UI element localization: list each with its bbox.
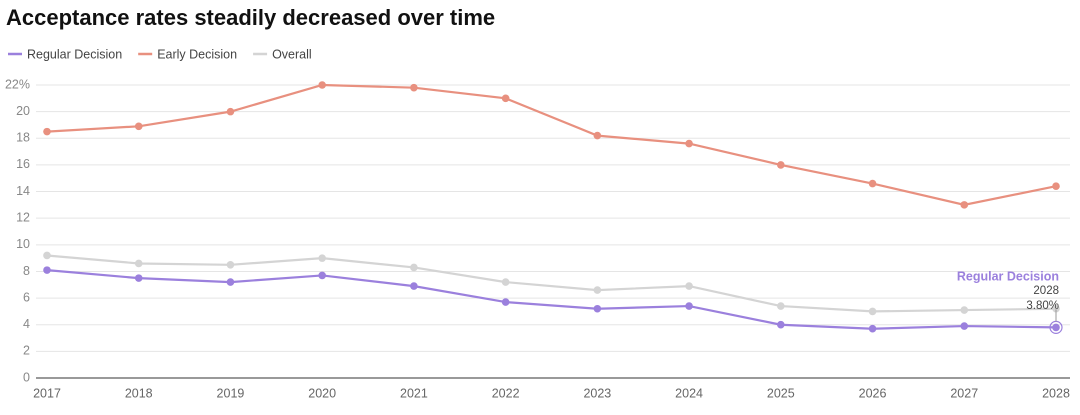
y-tick-label: 6 [23,290,30,304]
data-point [777,161,785,169]
x-tick-label: 2018 [125,386,153,400]
data-point [868,324,877,333]
series-line [46,269,1057,330]
data-point [685,139,693,148]
data-point [43,251,51,260]
y-tick-label: 2 [23,344,30,358]
x-tick-label: 2022 [492,386,520,400]
data-point [226,260,235,269]
data-point [1052,304,1060,313]
data-point [410,83,418,92]
y-tick-label: 14 [16,184,30,198]
data-point [777,320,785,329]
x-tick-label: 2017 [33,386,61,400]
data-point [960,201,969,209]
annotation-title: Regular Decision [957,269,1059,283]
y-tick-label: 4 [23,317,30,331]
x-tick-label: 2026 [859,386,887,400]
data-point [318,81,326,89]
data-point [685,302,693,310]
data-point [318,271,326,280]
data-point [777,302,785,310]
data-point [501,298,510,306]
chart-title: Acceptance rates steadily decreased over… [6,5,495,30]
data-point [960,322,969,330]
series-line [46,254,1057,313]
x-tick-label: 2019 [217,386,245,400]
x-tick-label: 2023 [583,386,611,400]
x-tick-label: 2024 [675,386,703,400]
legend-label: Overall [272,47,312,61]
data-point [868,179,877,188]
y-tick-label: 18 [16,131,30,145]
x-tick-label: 2027 [950,386,978,400]
data-point [868,307,877,316]
legend-label: Early Decision [157,47,237,61]
data-point [410,263,418,272]
data-point [593,286,602,294]
series-line [46,83,1057,206]
data-point [685,282,693,290]
data-point [1052,182,1060,191]
data-point [134,259,143,268]
data-point [318,254,326,262]
annotation-value: 3.80% [1026,300,1059,312]
annotation-x: 2028 [1033,285,1059,297]
y-tick-label: 20 [16,104,30,118]
data-point [1052,323,1060,332]
y-tick-label: 10 [16,237,30,251]
y-tick-label: 16 [16,157,30,171]
data-point [593,131,602,140]
y-tick-label: 0 [23,370,30,384]
x-tick-label: 2021 [400,386,428,400]
data-point [960,306,969,314]
x-tick-label: 2025 [767,386,795,400]
data-point [501,278,510,286]
x-tick-label: 2028 [1042,386,1070,400]
y-tick-label: 8 [23,264,30,278]
data-point [43,266,51,274]
data-point [593,304,602,313]
y-tick-label: 22% [5,77,30,91]
data-point [410,282,418,290]
legend-label: Regular Decision [27,47,122,61]
data-point [226,278,235,286]
data-point [43,127,51,136]
y-tick-label: 12 [16,210,30,224]
data-point [226,107,235,116]
data-point [134,274,143,282]
data-point [134,122,143,131]
x-tick-label: 2020 [308,386,336,400]
data-point [501,94,510,103]
